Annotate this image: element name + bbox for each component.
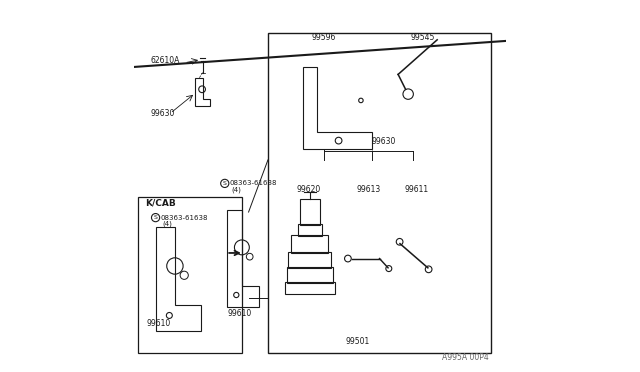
Bar (300, 199, 320, 225)
Text: 99501: 99501 (345, 337, 369, 346)
Text: 99545: 99545 (410, 33, 435, 42)
Text: (4): (4) (162, 220, 172, 227)
Text: A995A 00P4: A995A 00P4 (442, 353, 488, 362)
Text: 08363-61638: 08363-61638 (161, 215, 208, 221)
Bar (291, 235, 328, 253)
Text: 99611: 99611 (404, 185, 429, 194)
Text: 99613: 99613 (356, 185, 381, 194)
Text: 99596: 99596 (312, 33, 336, 42)
Text: 99630: 99630 (371, 137, 396, 146)
Bar (268, 33, 491, 353)
Bar (285, 282, 335, 294)
Text: (4): (4) (231, 186, 241, 193)
Text: 99620: 99620 (297, 185, 321, 194)
Text: S: S (223, 181, 227, 186)
Text: 62610A: 62610A (151, 56, 180, 65)
Text: K/CAB: K/CAB (145, 198, 176, 207)
Text: 99630: 99630 (151, 109, 175, 118)
Bar (287, 267, 333, 283)
Text: 99610: 99610 (147, 319, 170, 328)
Bar (289, 252, 331, 268)
Bar (138, 197, 242, 353)
Text: 99610: 99610 (228, 309, 252, 318)
Bar (298, 224, 322, 236)
Text: 08363-61638: 08363-61638 (230, 180, 278, 186)
Text: S: S (154, 215, 157, 220)
